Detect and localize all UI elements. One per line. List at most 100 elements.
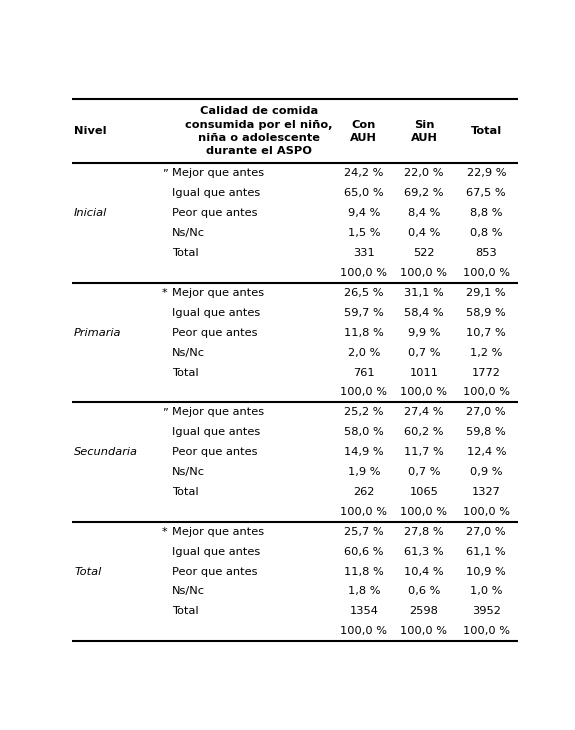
Text: Ns/Nc: Ns/Nc <box>172 347 205 358</box>
Text: 100,0 %: 100,0 % <box>463 626 510 637</box>
Text: 1,5 %: 1,5 % <box>347 228 380 238</box>
Text: 0,6 %: 0,6 % <box>408 586 440 596</box>
Text: Igual que antes: Igual que antes <box>172 188 260 199</box>
Text: *: * <box>162 527 168 537</box>
Text: 1065: 1065 <box>409 487 438 497</box>
Text: 1,2 %: 1,2 % <box>470 347 503 358</box>
Text: 11,7 %: 11,7 % <box>404 447 444 457</box>
Text: Ns/Nc: Ns/Nc <box>172 467 205 477</box>
Text: 100,0 %: 100,0 % <box>463 507 510 517</box>
Text: Igual que antes: Igual que antes <box>172 427 260 437</box>
Text: 331: 331 <box>353 248 375 258</box>
Text: Secundaria: Secundaria <box>74 447 138 457</box>
Text: 1,9 %: 1,9 % <box>347 467 380 477</box>
Text: 100,0 %: 100,0 % <box>340 268 387 278</box>
Text: 3952: 3952 <box>472 607 501 616</box>
Text: Igual que antes: Igual que antes <box>172 308 260 318</box>
Text: Peor que antes: Peor que antes <box>172 328 258 338</box>
Text: 10,4 %: 10,4 % <box>404 566 444 577</box>
Text: 8,8 %: 8,8 % <box>470 208 503 218</box>
Text: Total: Total <box>74 566 101 577</box>
Text: 60,2 %: 60,2 % <box>404 427 444 437</box>
Text: Mejor que antes: Mejor que antes <box>172 288 264 298</box>
Text: Peor que antes: Peor que antes <box>172 566 258 577</box>
Text: Con
AUH: Con AUH <box>350 120 377 143</box>
Text: 61,1 %: 61,1 % <box>466 547 506 557</box>
Text: Total: Total <box>172 367 199 377</box>
Text: 14,9 %: 14,9 % <box>344 447 384 457</box>
Text: 58,4 %: 58,4 % <box>404 308 444 318</box>
Text: 31,1 %: 31,1 % <box>404 288 444 298</box>
Text: 100,0 %: 100,0 % <box>400 507 447 517</box>
Text: ”: ” <box>162 407 168 418</box>
Text: 522: 522 <box>413 248 435 258</box>
Text: 22,0 %: 22,0 % <box>404 169 444 178</box>
Text: 69,2 %: 69,2 % <box>404 188 444 199</box>
Text: 27,4 %: 27,4 % <box>404 407 444 418</box>
Text: Peor que antes: Peor que antes <box>172 447 258 457</box>
Text: 58,9 %: 58,9 % <box>466 308 506 318</box>
Text: Ns/Nc: Ns/Nc <box>172 586 205 596</box>
Text: 853: 853 <box>476 248 497 258</box>
Text: 100,0 %: 100,0 % <box>400 388 447 397</box>
Text: 0,7 %: 0,7 % <box>408 467 440 477</box>
Text: 8,4 %: 8,4 % <box>408 208 440 218</box>
Text: 27,0 %: 27,0 % <box>466 407 506 418</box>
Text: 10,9 %: 10,9 % <box>466 566 506 577</box>
Text: 0,9 %: 0,9 % <box>470 467 503 477</box>
Text: ”: ” <box>162 169 168 178</box>
Text: 27,8 %: 27,8 % <box>404 527 444 537</box>
Text: 0,4 %: 0,4 % <box>408 228 440 238</box>
Text: 26,5 %: 26,5 % <box>344 288 384 298</box>
Text: Total: Total <box>172 607 199 616</box>
Text: 9,4 %: 9,4 % <box>347 208 380 218</box>
Text: 100,0 %: 100,0 % <box>340 626 387 637</box>
Text: 100,0 %: 100,0 % <box>340 388 387 397</box>
Text: 25,2 %: 25,2 % <box>344 407 384 418</box>
Text: Total: Total <box>172 487 199 497</box>
Text: 22,9 %: 22,9 % <box>466 169 506 178</box>
Text: Calidad de comida
consumida por el niño,
niña o adolescente
durante el ASPO: Calidad de comida consumida por el niño,… <box>185 107 333 156</box>
Text: 0,8 %: 0,8 % <box>470 228 503 238</box>
Text: *: * <box>162 288 168 298</box>
Text: 9,9 %: 9,9 % <box>408 328 440 338</box>
Text: 100,0 %: 100,0 % <box>400 268 447 278</box>
Text: 100,0 %: 100,0 % <box>463 388 510 397</box>
Text: 1,0 %: 1,0 % <box>470 586 503 596</box>
Text: Inicial: Inicial <box>74 208 108 218</box>
Text: 59,7 %: 59,7 % <box>344 308 384 318</box>
Text: 11,8 %: 11,8 % <box>344 328 384 338</box>
Text: 60,6 %: 60,6 % <box>344 547 384 557</box>
Text: 100,0 %: 100,0 % <box>463 268 510 278</box>
Text: 67,5 %: 67,5 % <box>466 188 506 199</box>
Text: 27,0 %: 27,0 % <box>466 527 506 537</box>
Text: 10,7 %: 10,7 % <box>466 328 506 338</box>
Text: 65,0 %: 65,0 % <box>344 188 384 199</box>
Text: 100,0 %: 100,0 % <box>400 626 447 637</box>
Text: 100,0 %: 100,0 % <box>340 507 387 517</box>
Text: 59,8 %: 59,8 % <box>466 427 506 437</box>
Text: Sin
AUH: Sin AUH <box>411 120 438 143</box>
Text: 262: 262 <box>353 487 374 497</box>
Text: 761: 761 <box>353 367 374 377</box>
Text: 11,8 %: 11,8 % <box>344 566 384 577</box>
Text: 2598: 2598 <box>409 607 438 616</box>
Text: 12,4 %: 12,4 % <box>466 447 506 457</box>
Text: Ns/Nc: Ns/Nc <box>172 228 205 238</box>
Text: Total: Total <box>172 248 199 258</box>
Text: 0,7 %: 0,7 % <box>408 347 440 358</box>
Text: 25,7 %: 25,7 % <box>344 527 384 537</box>
Text: Peor que antes: Peor que antes <box>172 208 258 218</box>
Text: 1354: 1354 <box>350 607 378 616</box>
Text: Mejor que antes: Mejor que antes <box>172 169 264 178</box>
Text: Mejor que antes: Mejor que antes <box>172 527 264 537</box>
Text: 1,8 %: 1,8 % <box>347 586 380 596</box>
Text: Mejor que antes: Mejor que antes <box>172 407 264 418</box>
Text: 29,1 %: 29,1 % <box>466 288 506 298</box>
Text: 58,0 %: 58,0 % <box>344 427 384 437</box>
Text: Igual que antes: Igual que antes <box>172 547 260 557</box>
Text: 1327: 1327 <box>472 487 501 497</box>
Text: 24,2 %: 24,2 % <box>344 169 384 178</box>
Text: Primaria: Primaria <box>74 328 121 338</box>
Text: 2,0 %: 2,0 % <box>347 347 380 358</box>
